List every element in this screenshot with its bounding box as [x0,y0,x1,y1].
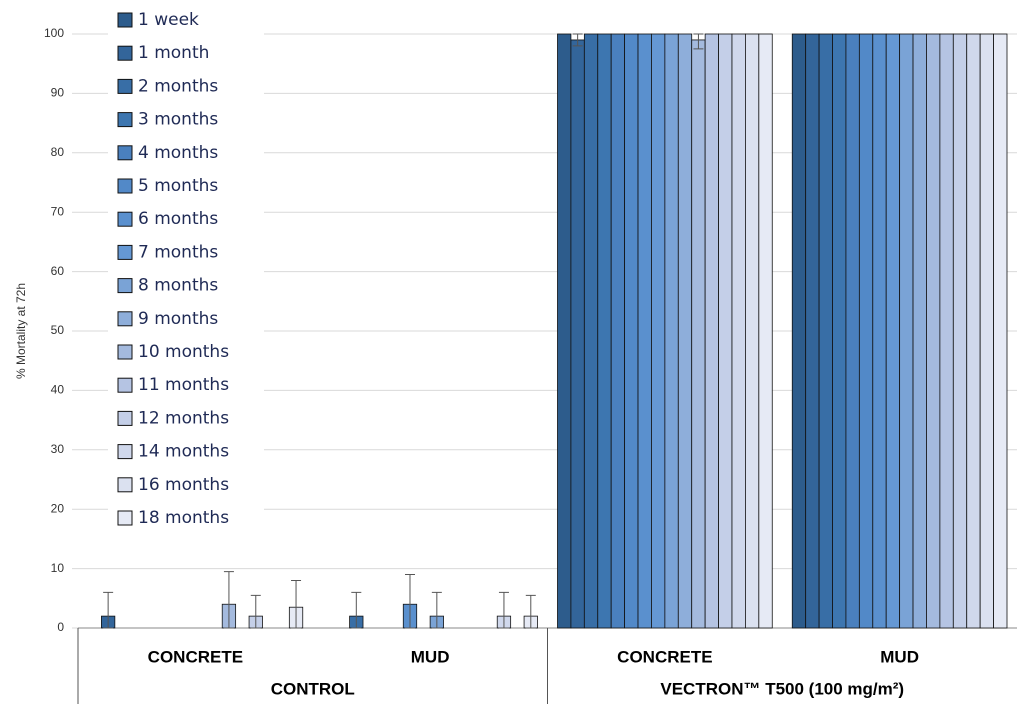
bar [952,33,968,629]
legend-box [108,0,264,536]
bar [718,33,733,629]
bar [818,33,833,629]
y-tick-label: 80 [51,145,65,159]
legend-swatch [117,477,133,493]
legend-swatch [117,78,133,94]
bar [610,33,626,629]
bar [966,33,981,629]
y-tick-label: 60 [51,264,65,278]
bar [745,33,760,629]
bar [912,33,927,629]
bar [624,33,639,629]
legend-label: 10 months [138,342,229,362]
category-label: MUD [411,647,450,666]
bar [858,33,874,629]
group-label: VECTRON™ T500 (100 mg/m²) [660,679,904,698]
bar [677,33,693,629]
legend-swatch [117,244,133,260]
legend-swatch [117,410,133,426]
category-label: CONCRETE [148,647,243,666]
legend-swatch [117,510,133,526]
y-tick-label: 40 [51,383,65,397]
y-tick-label: 90 [51,86,65,100]
legend-swatch [117,278,133,294]
legend-label: 6 months [138,209,218,229]
bar [899,33,914,629]
legend-swatch [117,45,133,61]
y-tick-label: 30 [51,442,65,456]
y-tick-label: 50 [51,323,65,337]
bar [832,33,847,629]
bar [993,33,1008,629]
error-bar [250,594,261,629]
legend-swatch [117,145,133,161]
bar [637,33,652,629]
bar [872,33,887,629]
bar [691,39,706,629]
group-label: CONTROL [271,679,355,698]
category-label: MUD [880,647,919,666]
legend-label: 9 months [138,309,218,329]
bar [651,33,666,629]
legend-swatch [117,112,133,128]
bar [979,33,994,629]
bar [939,33,954,629]
legend-label: 1 month [138,43,209,63]
legend-label: 8 months [138,276,218,296]
legend-label: 3 months [138,110,218,130]
bar [664,33,679,629]
legend-swatch [117,344,133,360]
y-tick-label: 0 [57,620,64,634]
legend-swatch [117,311,133,327]
legend-swatch [117,12,133,28]
bar [570,39,585,629]
bar [926,33,941,629]
legend-swatch [117,444,133,460]
bar [597,33,612,629]
error-bar [431,591,442,629]
legend-label: 7 months [138,242,218,262]
legend-swatch [117,178,133,194]
legend-label: 1 week [138,10,199,30]
bar [791,33,807,629]
bar [845,33,860,629]
y-tick-label: 20 [51,501,65,515]
bar [885,33,901,629]
error-bar [103,591,114,629]
bar [704,33,719,629]
bar [583,33,599,629]
legend-label: 11 months [138,375,229,395]
legend-label: 18 months [138,508,229,528]
error-bar [693,33,704,50]
error-bar [223,571,234,629]
legend-swatch [117,377,133,393]
y-tick-label: 100 [44,26,64,40]
legend-label: 5 months [138,176,218,196]
legend-label: 14 months [138,442,229,462]
legend-label: 2 months [138,76,218,96]
legend-swatch [117,211,133,227]
bar [758,33,773,629]
bar [731,33,746,629]
legend-label: 4 months [138,143,218,163]
legend-label: 16 months [138,475,229,495]
category-label: CONCRETE [617,647,712,666]
error-bar [291,579,302,629]
error-bar [498,591,509,629]
error-bar [404,574,415,629]
y-axis-label: % Mortality at 72h [14,283,28,379]
bar [557,33,572,629]
error-bar [351,591,362,629]
y-tick-label: 70 [51,204,65,218]
bar [805,33,820,629]
y-tick-label: 10 [51,561,65,575]
error-bar [525,594,536,629]
error-bar [572,33,583,47]
legend-label: 12 months [138,408,229,428]
